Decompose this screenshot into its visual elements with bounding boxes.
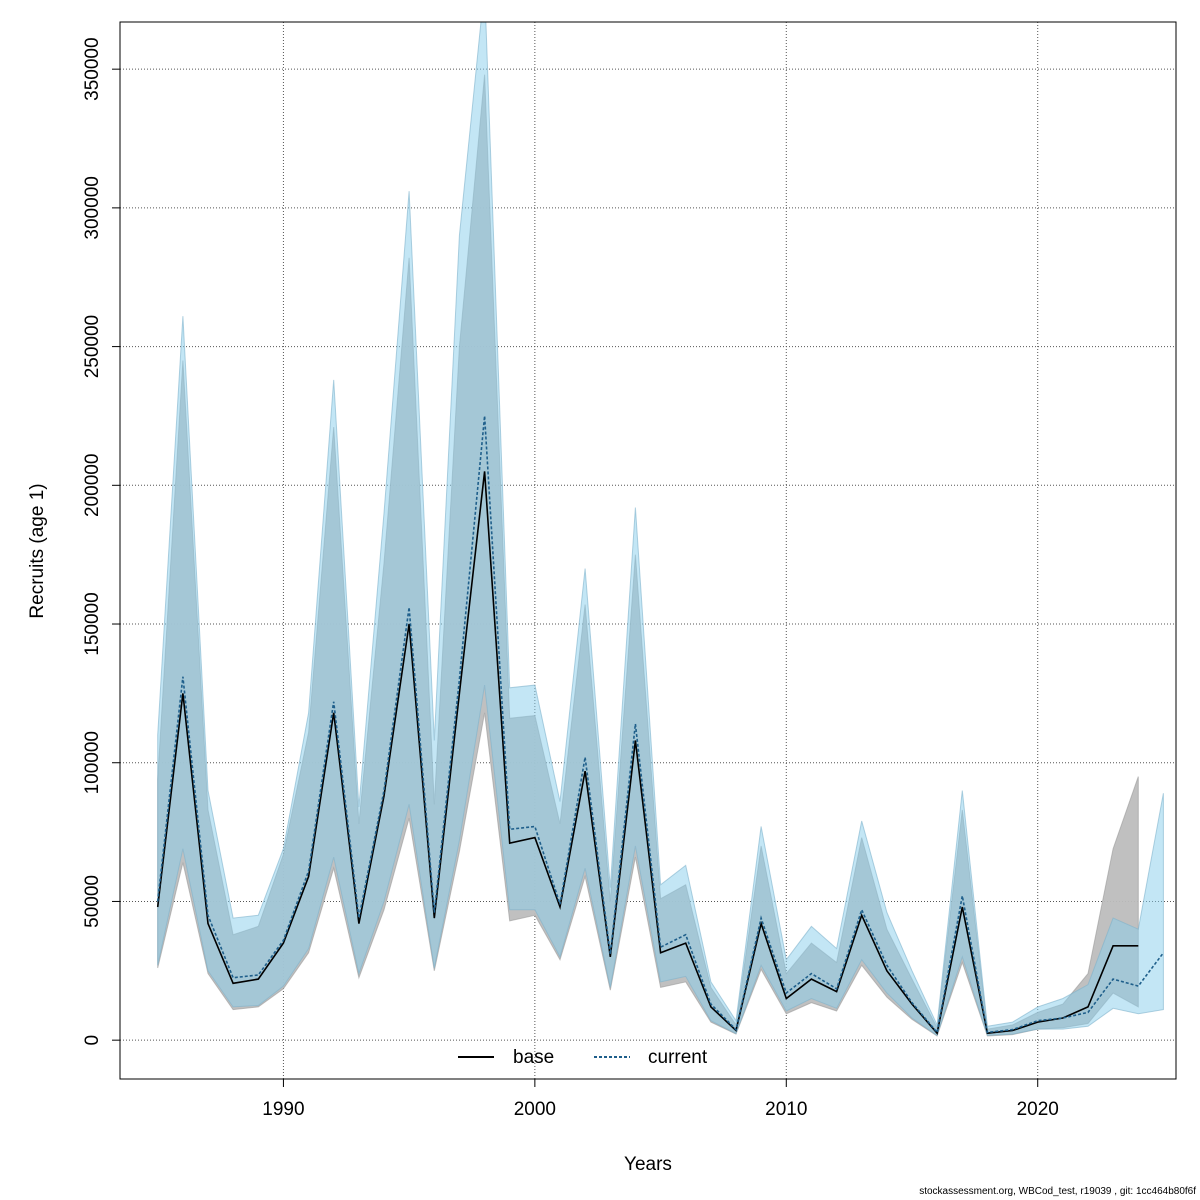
- y-tick-label: 250000: [82, 315, 103, 378]
- y-tick-label: 0: [82, 1035, 103, 1046]
- x-tick-label: 1990: [262, 1099, 304, 1120]
- line-base: [156, 471, 1139, 1035]
- y-axis: 0 50000 100000 150000 200000 250000 300000 3500…: [82, 37, 120, 1045]
- footer-credit: stockassessment.org, WBCod_test, r19039 …: [919, 1186, 1196, 1197]
- y-tick-label: 300000: [82, 176, 103, 239]
- series-lines: [156, 415, 1165, 1035]
- x-axis-label: Years: [624, 1154, 672, 1175]
- x-tick-label: 2000: [514, 1099, 556, 1120]
- y-axis-label: Recruits (age 1): [27, 483, 48, 618]
- legend-base-label: base: [513, 1047, 554, 1068]
- x-axis: 1990 2000 2010 2020: [262, 1079, 1059, 1120]
- plot-frame: [119, 21, 1177, 1080]
- band-current: [157, 22, 1164, 1037]
- y-tick-label: 200000: [82, 454, 103, 517]
- legend: base current: [458, 1047, 708, 1068]
- y-tick-label: 100000: [82, 731, 103, 794]
- y-tick-label: 350000: [82, 37, 103, 100]
- legend-current-label: current: [648, 1047, 708, 1068]
- y-tick-label: 150000: [82, 592, 103, 655]
- y-tick-label: 50000: [82, 875, 103, 928]
- x-tick-label: 2020: [1017, 1099, 1059, 1120]
- confidence-bands: [157, 22, 1164, 1037]
- x-tick-label: 2010: [765, 1099, 807, 1120]
- line-current: [156, 415, 1165, 1035]
